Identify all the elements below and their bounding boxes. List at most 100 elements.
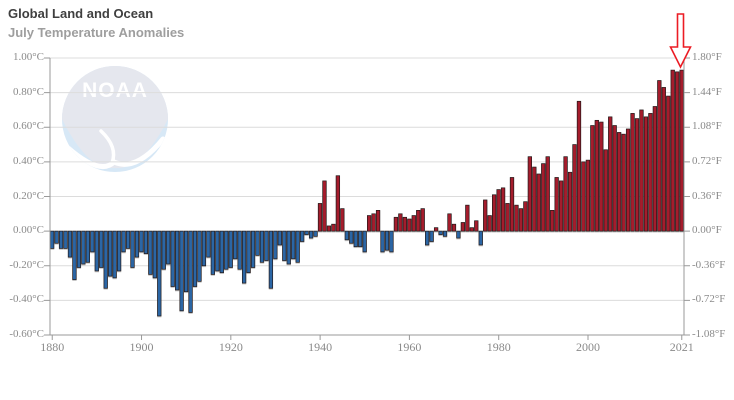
bar-2006[interactable] (612, 125, 617, 232)
bar-1912[interactable] (192, 230, 198, 287)
bar-1906[interactable] (166, 230, 171, 265)
bar-2009[interactable] (625, 128, 631, 232)
bar-1946[interactable] (344, 230, 349, 241)
bar-1962[interactable] (416, 210, 421, 232)
bar-1974[interactable] (469, 227, 474, 232)
bar-1966[interactable] (433, 227, 439, 232)
bar-1989[interactable] (536, 173, 541, 232)
bar-1948[interactable] (353, 230, 358, 248)
bar-1891[interactable] (99, 230, 104, 268)
bar-1988[interactable] (532, 166, 537, 232)
bar-2013[interactable] (643, 116, 649, 232)
bar-1969[interactable] (447, 213, 452, 232)
bar-1978[interactable] (487, 215, 492, 232)
bar-1901[interactable] (143, 230, 149, 254)
bar-1999[interactable] (581, 161, 586, 232)
bar-1929[interactable] (268, 230, 274, 289)
bar-1928[interactable] (264, 230, 269, 261)
bar-1896[interactable] (121, 230, 126, 253)
bar-1977[interactable] (483, 199, 488, 232)
bar-1938[interactable] (308, 230, 314, 239)
bar-1890[interactable] (94, 230, 99, 272)
bar-1967[interactable] (438, 230, 443, 235)
bar-2021[interactable] (679, 69, 684, 232)
bar-1921[interactable] (233, 230, 238, 260)
bar-2005[interactable] (608, 116, 613, 232)
bar-1997[interactable] (572, 144, 577, 232)
bar-2018[interactable] (666, 95, 671, 232)
bar-1950[interactable] (362, 230, 367, 253)
bar-1980[interactable] (496, 189, 501, 232)
bar-1914[interactable] (201, 230, 207, 267)
bar-1882[interactable] (58, 230, 64, 249)
bar-1975[interactable] (474, 220, 479, 232)
bar-1964[interactable] (425, 230, 430, 246)
bar-2001[interactable] (590, 125, 595, 232)
bar-1992[interactable] (550, 210, 555, 232)
bar-1990[interactable] (541, 163, 546, 232)
bar-1907[interactable] (170, 230, 175, 287)
bar-1991[interactable] (545, 156, 550, 232)
bar-2016[interactable] (657, 80, 662, 232)
bar-1986[interactable] (523, 201, 528, 232)
bar-1935[interactable] (295, 230, 300, 263)
bar-1993[interactable] (554, 177, 559, 232)
bar-2004[interactable] (603, 149, 608, 232)
bar-1925[interactable] (250, 230, 256, 268)
bar-1883[interactable] (63, 230, 68, 249)
bar-1908[interactable] (175, 230, 180, 291)
bar-1885[interactable] (72, 230, 77, 280)
bar-1998[interactable] (576, 100, 582, 232)
bar-1959[interactable] (402, 216, 407, 232)
bar-1924[interactable] (246, 230, 251, 274)
bar-1898[interactable] (130, 230, 135, 268)
bar-1932[interactable] (282, 230, 287, 261)
bar-1971[interactable] (456, 230, 461, 239)
bar-1886[interactable] (76, 230, 82, 268)
bar-1976[interactable] (478, 230, 483, 246)
bar-1880[interactable] (49, 230, 55, 249)
bar-1933[interactable] (286, 230, 291, 265)
bar-1895[interactable] (116, 230, 122, 272)
bar-1897[interactable] (125, 230, 131, 249)
bar-2011[interactable] (634, 118, 640, 232)
bar-1987[interactable] (527, 156, 532, 232)
bar-1922[interactable] (237, 230, 242, 270)
bar-1917[interactable] (215, 230, 220, 272)
bar-2012[interactable] (639, 109, 644, 232)
bar-1984[interactable] (514, 204, 519, 232)
bar-1884[interactable] (67, 230, 73, 258)
bar-1961[interactable] (411, 215, 416, 232)
bar-1918[interactable] (219, 230, 224, 274)
bar-2014[interactable] (648, 113, 653, 232)
bar-1944[interactable] (335, 175, 341, 232)
bar-2019[interactable] (670, 69, 675, 232)
bar-1934[interactable] (291, 230, 296, 260)
bar-1941[interactable] (322, 180, 327, 232)
bar-1909[interactable] (179, 230, 184, 312)
bar-2002[interactable] (594, 119, 599, 232)
bar-1894[interactable] (112, 230, 117, 279)
bar-1940[interactable] (317, 203, 323, 232)
bar-1899[interactable] (134, 230, 140, 258)
bar-1958[interactable] (398, 213, 403, 232)
bar-2008[interactable] (621, 133, 626, 232)
bar-1916[interactable] (210, 230, 215, 275)
bar-1915[interactable] (206, 230, 211, 258)
bar-1911[interactable] (188, 230, 193, 313)
bar-2010[interactable] (630, 113, 635, 232)
bar-1936[interactable] (300, 230, 305, 242)
bar-1985[interactable] (518, 208, 524, 232)
bar-1927[interactable] (259, 230, 265, 263)
bar-1889[interactable] (90, 230, 95, 253)
bar-1945[interactable] (340, 208, 345, 232)
bar-2015[interactable] (652, 106, 658, 232)
bar-1996[interactable] (567, 171, 573, 232)
bar-1887[interactable] (81, 230, 86, 265)
bar-1972[interactable] (460, 222, 466, 232)
bar-1926[interactable] (255, 230, 260, 256)
bar-1937[interactable] (304, 230, 309, 235)
bar-1973[interactable] (465, 204, 470, 232)
bar-1960[interactable] (407, 218, 412, 232)
bar-1923[interactable] (241, 230, 247, 284)
